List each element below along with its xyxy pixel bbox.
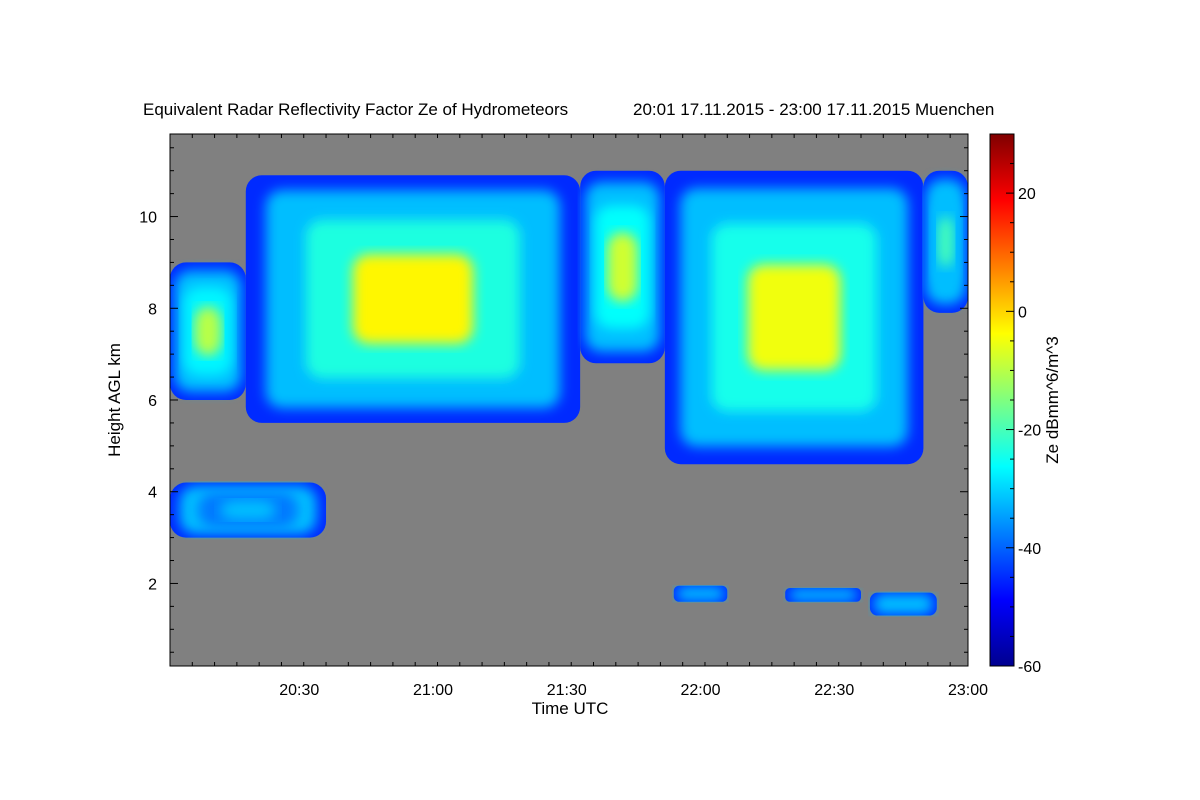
echo-layers — [170, 170, 968, 616]
echo-layer-2 — [580, 170, 665, 364]
colorbar-tick-label: -20 — [1018, 423, 1041, 440]
y-tick-label: 4 — [148, 485, 157, 502]
y-tick-label: 8 — [148, 301, 157, 318]
colorbar-tick-label: -60 — [1018, 659, 1041, 676]
x-tick-label: 20:30 — [279, 682, 319, 699]
x-tick-label: 23:00 — [948, 682, 988, 699]
colorbar-tick-label: 20 — [1018, 186, 1036, 203]
chart-subtitle: 20:01 17.11.2015 - 23:00 17.11.2015 Muen… — [633, 100, 994, 119]
echo-layer-3 — [664, 170, 924, 465]
x-axis-label: Time UTC — [532, 699, 609, 718]
echo-layer-7 — [785, 588, 862, 602]
echo-layer-4 — [923, 170, 968, 313]
y-tick-label: 2 — [148, 576, 157, 593]
echo-layer-5 — [170, 482, 327, 538]
y-tick-label: 6 — [148, 393, 157, 410]
echo-layer-6 — [673, 585, 728, 602]
colorbar-tick-label: -40 — [1018, 541, 1041, 558]
y-axis: 2 4 6 8 10 — [139, 147, 968, 653]
x-tick-label: 21:00 — [413, 682, 453, 699]
x-tick-label: 22:30 — [814, 682, 854, 699]
colorbar-ticks: -60 -40 -20 0 20 — [1006, 133, 1041, 676]
y-axis-label: Height AGL km — [105, 343, 124, 457]
y-tick-label: 10 — [139, 210, 157, 227]
colorbar-label: Ze dBmm^6/m^3 — [1043, 336, 1062, 463]
colorbar-tick-label: 0 — [1018, 304, 1027, 321]
echo-layer-1 — [245, 175, 581, 423]
echo-layer-8 — [869, 592, 937, 616]
x-tick-label: 21:30 — [547, 682, 587, 699]
chart-title: Equivalent Radar Reflectivity Factor Ze … — [143, 100, 568, 119]
echo-layer-0 — [170, 262, 246, 400]
x-axis: 20:30 21:00 21:30 22:00 22:30 23:00 — [191, 134, 988, 699]
x-tick-label: 22:00 — [680, 682, 720, 699]
